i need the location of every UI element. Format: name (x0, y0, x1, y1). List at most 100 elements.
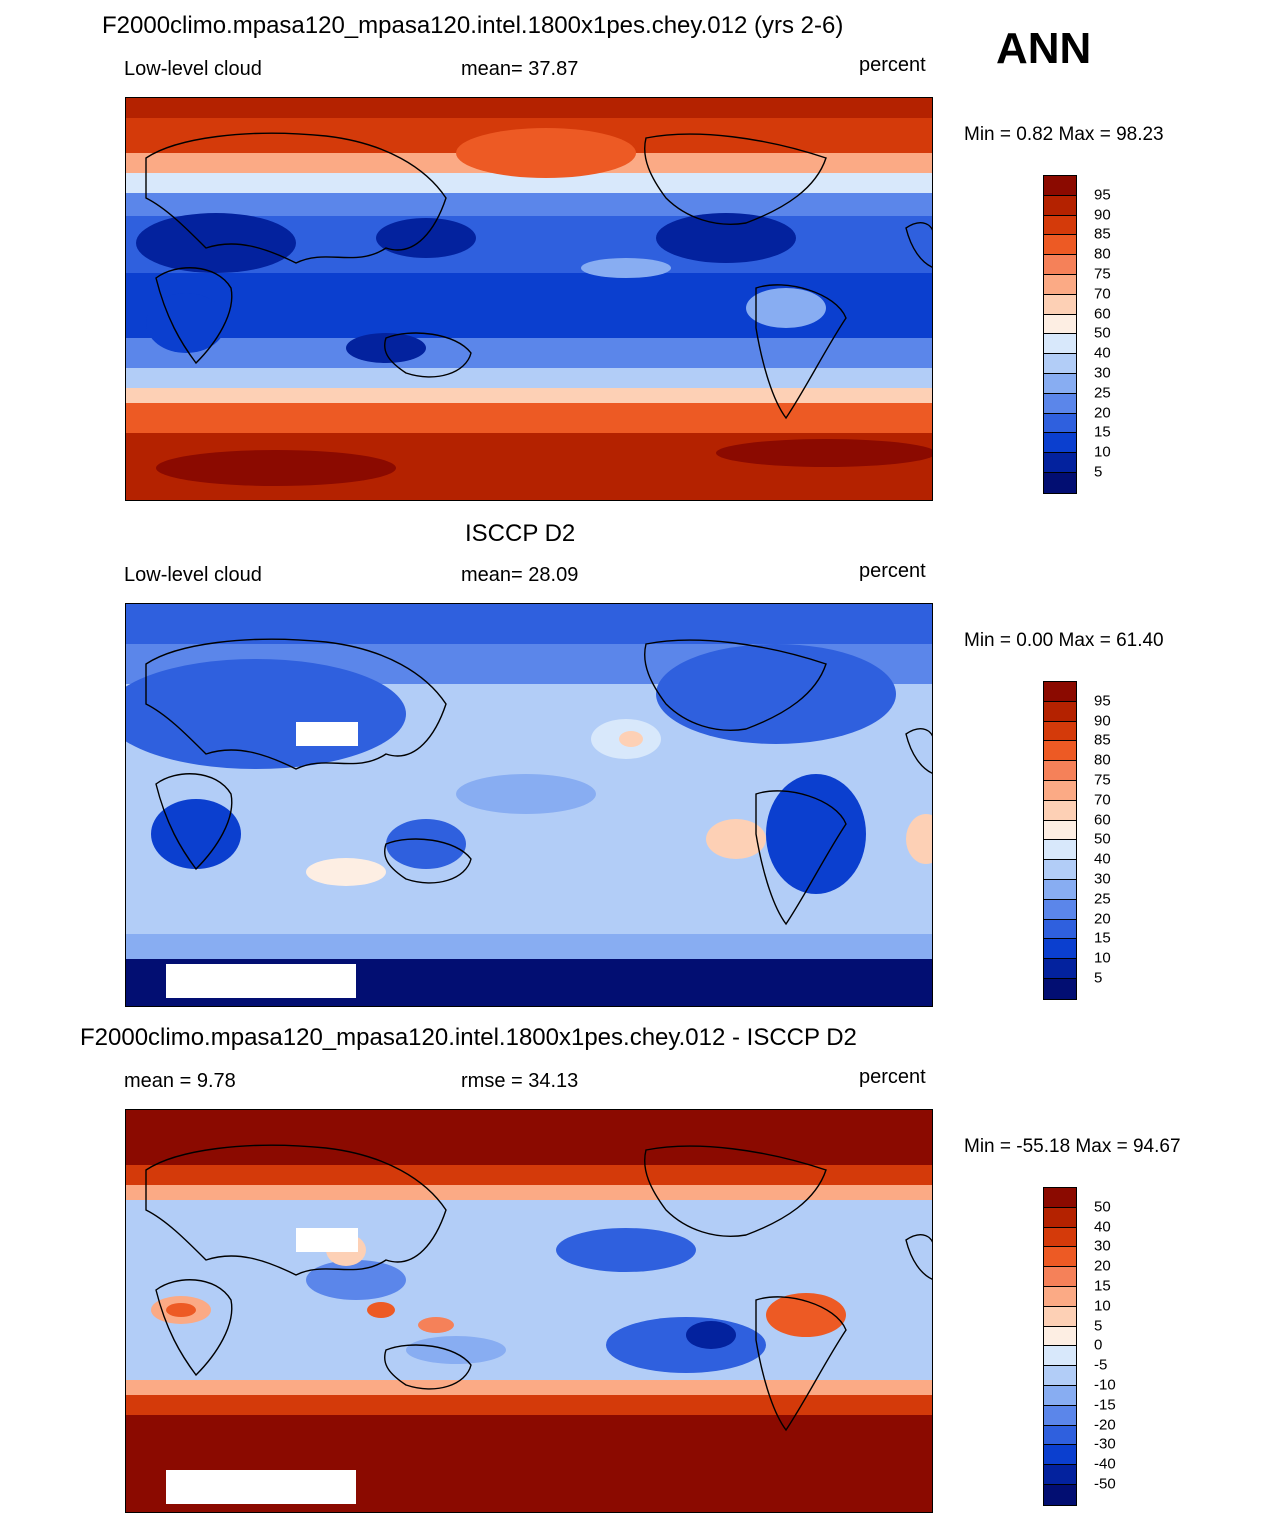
colorbar-swatch (1044, 860, 1076, 880)
panel2-minmax: Min = 0.00 Max = 61.40 (964, 630, 1164, 651)
colorbar-swatch (1044, 433, 1076, 454)
colorbar-tick-label: 15 (1094, 423, 1111, 441)
colorbar-tick-label: 60 (1094, 811, 1111, 829)
colorbar-swatch (1044, 472, 1076, 493)
panel3-coastlines (145, 1144, 932, 1432)
colorbar-tick-label: 25 (1094, 890, 1111, 908)
colorbar-swatch (1044, 373, 1076, 394)
panel3-map-svg (126, 1110, 932, 1512)
colorbar-tick-label: 70 (1094, 791, 1111, 809)
colorbar-tick-label: 0 (1094, 1336, 1103, 1354)
panel3-colorbar (1043, 1187, 1077, 1506)
colorbar-swatch (1044, 294, 1076, 315)
colorbar-swatch (1044, 1286, 1076, 1307)
colorbar-tick-label: -50 (1094, 1475, 1116, 1493)
colorbar-swatch (1044, 1267, 1076, 1287)
colorbar-swatch (1044, 1326, 1076, 1347)
panel3-minmax: Min = -55.18 Max = 94.67 (964, 1136, 1181, 1157)
colorbar-tick-label: 40 (1094, 850, 1111, 868)
colorbar-swatch (1044, 255, 1076, 275)
colorbar-tick-label: 20 (1094, 404, 1111, 422)
panel2-variable-label: Low-level cloud (124, 564, 262, 586)
colorbar-tick-label: 50 (1094, 1198, 1111, 1216)
panel1-variable-label: Low-level cloud (124, 58, 262, 80)
colorbar-swatch (1044, 334, 1076, 355)
colorbar-tick-label: 50 (1094, 830, 1111, 848)
colorbar-swatch (1044, 354, 1076, 374)
colorbar-swatch (1044, 1484, 1076, 1505)
panel1-map-svg (126, 98, 932, 500)
colorbar-tick-label: 80 (1094, 751, 1111, 769)
colorbar-swatch (1044, 215, 1076, 236)
colorbar-swatch (1044, 1425, 1076, 1446)
colorbar-tick-label: 95 (1094, 186, 1111, 204)
colorbar-tick-label: 95 (1094, 692, 1111, 710)
colorbar-swatch (1044, 176, 1076, 196)
colorbar-tick-label: -5 (1094, 1356, 1108, 1374)
panel1-units-label: percent (859, 54, 926, 76)
colorbar-tick-label: 5 (1094, 463, 1103, 481)
colorbar-tick-label: -20 (1094, 1416, 1116, 1434)
colorbar-tick-label: 85 (1094, 731, 1111, 749)
colorbar-swatch (1044, 1207, 1076, 1228)
colorbar-swatch (1044, 800, 1076, 821)
colorbar-swatch (1044, 195, 1076, 216)
colorbar-tick-label: 30 (1094, 364, 1111, 382)
colorbar-swatch (1044, 701, 1076, 722)
colorbar-swatch (1044, 1346, 1076, 1367)
panel2-units-label: percent (859, 560, 926, 582)
colorbar-tick-label: 10 (1094, 1297, 1111, 1315)
panel1-title: F2000climo.mpasa120_mpasa120.intel.1800x… (102, 12, 844, 39)
panel3-mean-label: mean = 9.78 (124, 1070, 236, 1092)
colorbar-swatch (1044, 235, 1076, 256)
colorbar-swatch (1044, 314, 1076, 335)
panel2-colorbar (1043, 681, 1077, 1000)
colorbar-swatch (1044, 840, 1076, 861)
colorbar-tick-label: 5 (1094, 969, 1103, 987)
colorbar-tick-label: -40 (1094, 1455, 1116, 1473)
colorbar-tick-label: 40 (1094, 344, 1111, 362)
colorbar-swatch (1044, 1385, 1076, 1406)
panel2-map (125, 603, 933, 1007)
season-label: ANN (996, 24, 1092, 73)
panel2-coastlines (145, 638, 932, 926)
colorbar-swatch (1044, 820, 1076, 841)
colorbar-tick-label: 60 (1094, 305, 1111, 323)
colorbar-swatch (1044, 393, 1076, 414)
panel2-mean-label: mean= 28.09 (461, 564, 579, 586)
panel3-rmse-label: rmse = 34.13 (461, 1070, 579, 1092)
colorbar-swatch (1044, 1405, 1076, 1426)
colorbar-swatch (1044, 1366, 1076, 1386)
colorbar-tick-label: -10 (1094, 1376, 1116, 1394)
panel1-mean-label: mean= 37.87 (461, 58, 579, 80)
colorbar-swatch (1044, 453, 1076, 473)
colorbar-swatch (1044, 780, 1076, 801)
panel3-map (125, 1109, 933, 1513)
colorbar-swatch (1044, 1247, 1076, 1268)
panel1-minmax: Min = 0.82 Max = 98.23 (964, 124, 1164, 145)
colorbar-swatch (1044, 413, 1076, 434)
colorbar-tick-label: 5 (1094, 1317, 1103, 1335)
colorbar-swatch (1044, 274, 1076, 295)
panel2-title: ISCCP D2 (465, 520, 576, 547)
panel3-title: F2000climo.mpasa120_mpasa120.intel.1800x… (80, 1024, 857, 1051)
colorbar-swatch (1044, 1227, 1076, 1248)
colorbar-tick-label: 25 (1094, 384, 1111, 402)
colorbar-tick-label: 80 (1094, 245, 1111, 263)
colorbar-swatch (1044, 1188, 1076, 1208)
colorbar-tick-label: 10 (1094, 949, 1111, 967)
colorbar-tick-label: 20 (1094, 1257, 1111, 1275)
colorbar-tick-label: -30 (1094, 1435, 1116, 1453)
panel1-colorbar (1043, 175, 1077, 494)
colorbar-swatch (1044, 741, 1076, 762)
colorbar-swatch (1044, 959, 1076, 979)
colorbar-swatch (1044, 978, 1076, 999)
colorbar-tick-label: 75 (1094, 265, 1111, 283)
panel2-map-svg (126, 604, 932, 1006)
colorbar-tick-label: 10 (1094, 443, 1111, 461)
colorbar-tick-label: 15 (1094, 1277, 1111, 1295)
colorbar-swatch (1044, 1445, 1076, 1466)
colorbar-tick-label: 90 (1094, 712, 1111, 730)
colorbar-swatch (1044, 761, 1076, 781)
colorbar-swatch (1044, 682, 1076, 702)
